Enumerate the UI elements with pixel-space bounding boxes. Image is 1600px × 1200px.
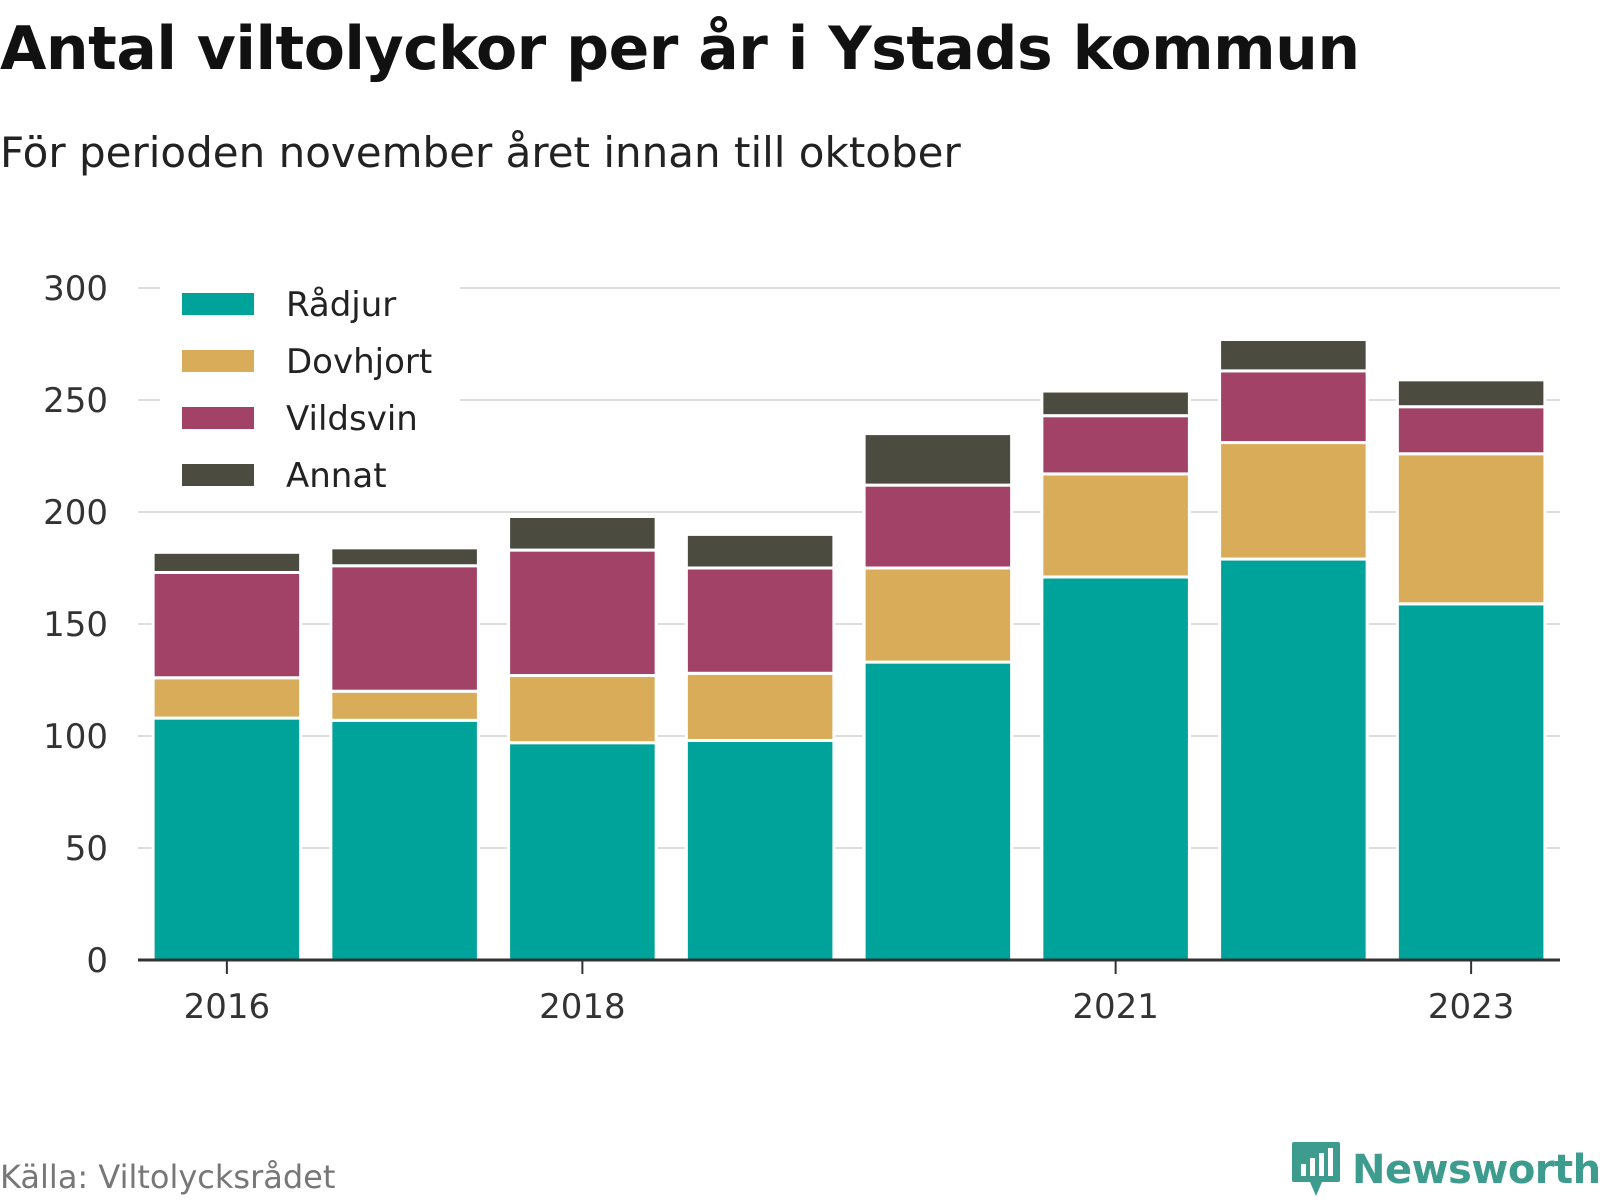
bars: [151, 338, 1547, 962]
bar-segment: [1395, 452, 1547, 606]
logo-text: Newsworthy: [1352, 1147, 1600, 1193]
bar-segment: [329, 718, 480, 962]
bar-segment: [151, 550, 303, 574]
y-tick-label: 150: [43, 605, 108, 645]
bar-segment: [1395, 602, 1547, 962]
legend-swatch: [182, 464, 254, 486]
y-tick-label: 300: [43, 269, 108, 309]
bar-segment: [151, 716, 303, 962]
bar-segment: [1395, 378, 1547, 409]
y-tick-label: 0: [86, 941, 108, 981]
bar-segment: [684, 671, 836, 742]
bar-segment: [507, 514, 658, 552]
x-tick-label: 2023: [1428, 987, 1515, 1027]
legend-label: Annat: [286, 456, 387, 496]
chart-subtitle: För perioden november året innan till ok…: [0, 128, 961, 177]
bar-segment: [507, 741, 658, 962]
bar-segment: [1040, 389, 1191, 418]
bar-segment: [151, 676, 303, 720]
axes: 0 50 100 150 200 250 300 2016 2018 2021 2023: [43, 269, 1560, 1027]
bar-segment: [151, 570, 303, 680]
bar-segment: [507, 674, 658, 745]
x-tick-label: 2018: [539, 987, 626, 1027]
bar-segment: [1218, 369, 1369, 445]
legend-label: Rådjur: [286, 285, 396, 325]
x-tick-label: 2016: [184, 987, 271, 1027]
y-tick-label: 200: [43, 493, 108, 533]
bar-segment: [1218, 441, 1369, 561]
y-tick-label: 250: [43, 381, 108, 421]
bar-segment: [862, 483, 1014, 570]
bar-segment: [862, 432, 1014, 487]
logo-icon: [1292, 1142, 1340, 1196]
chart-title: Antal viltolyckor per år i Ystads kommun: [0, 14, 1360, 84]
bar-segment: [684, 738, 836, 962]
bar-segment: [1395, 405, 1547, 456]
bar-segment: [1040, 472, 1191, 579]
bar-segment: [1040, 575, 1191, 962]
legend-swatch: [182, 407, 254, 429]
bar-segment: [329, 689, 480, 722]
y-tick-label: 100: [43, 717, 108, 757]
stacked-bar-chart: 0 50 100 150 200 250 300 2016 2018 2021 2023 Rådju…: [43, 269, 1560, 1027]
bar-segment: [862, 566, 1014, 664]
legend: Rådjur Dovhjort Vildsvin Annat: [160, 282, 460, 507]
legend-label: Vildsvin: [286, 399, 418, 439]
legend-label: Dovhjort: [286, 342, 432, 382]
legend-swatch: [182, 350, 254, 372]
source-note: Källa: Viltolycksrådet: [0, 1158, 336, 1196]
bar-segment: [507, 548, 658, 678]
bar-segment: [1040, 414, 1191, 476]
bar-segment: [329, 546, 480, 568]
legend-swatch: [182, 293, 254, 315]
bar-segment: [1218, 557, 1369, 962]
bar-segment: [684, 532, 836, 570]
bar-segment: [862, 660, 1014, 962]
newsworthy-logo: Newsworthy: [1290, 1140, 1600, 1200]
bar-segment: [1218, 338, 1369, 373]
bar-segment: [684, 566, 836, 675]
y-tick-label: 50: [65, 829, 108, 869]
x-tick-label: 2021: [1072, 987, 1159, 1027]
bar-segment: [329, 564, 480, 693]
